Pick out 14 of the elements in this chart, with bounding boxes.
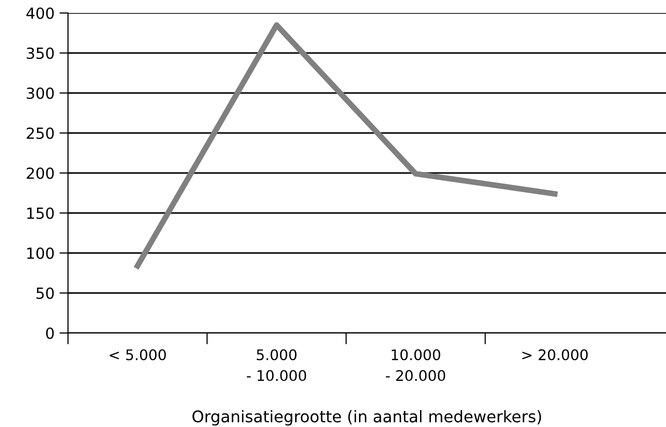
x-tick-label: < 5.000 <box>110 349 166 360</box>
y-tick-label: 400 <box>26 7 54 20</box>
y-tick-label: 100 <box>27 247 54 260</box>
x-tick-label: 5.000 - 10.000 <box>246 349 306 382</box>
x-axis-title: Organisatiegrootte (in aantal medewerkers) <box>192 410 542 426</box>
x-tick-label: > 20.000 <box>522 349 588 360</box>
x-tick-label: 10.000 - 20.000 <box>386 349 446 382</box>
y-tick-label: 300 <box>26 87 54 100</box>
y-tick-label: 0 <box>46 327 54 340</box>
y-tick-label: 50 <box>36 287 54 300</box>
y-tick-label: 200 <box>26 167 54 180</box>
y-tick-label: 150 <box>27 207 54 220</box>
y-tick-label: 350 <box>26 47 54 60</box>
y-tick-label: 250 <box>26 127 54 140</box>
